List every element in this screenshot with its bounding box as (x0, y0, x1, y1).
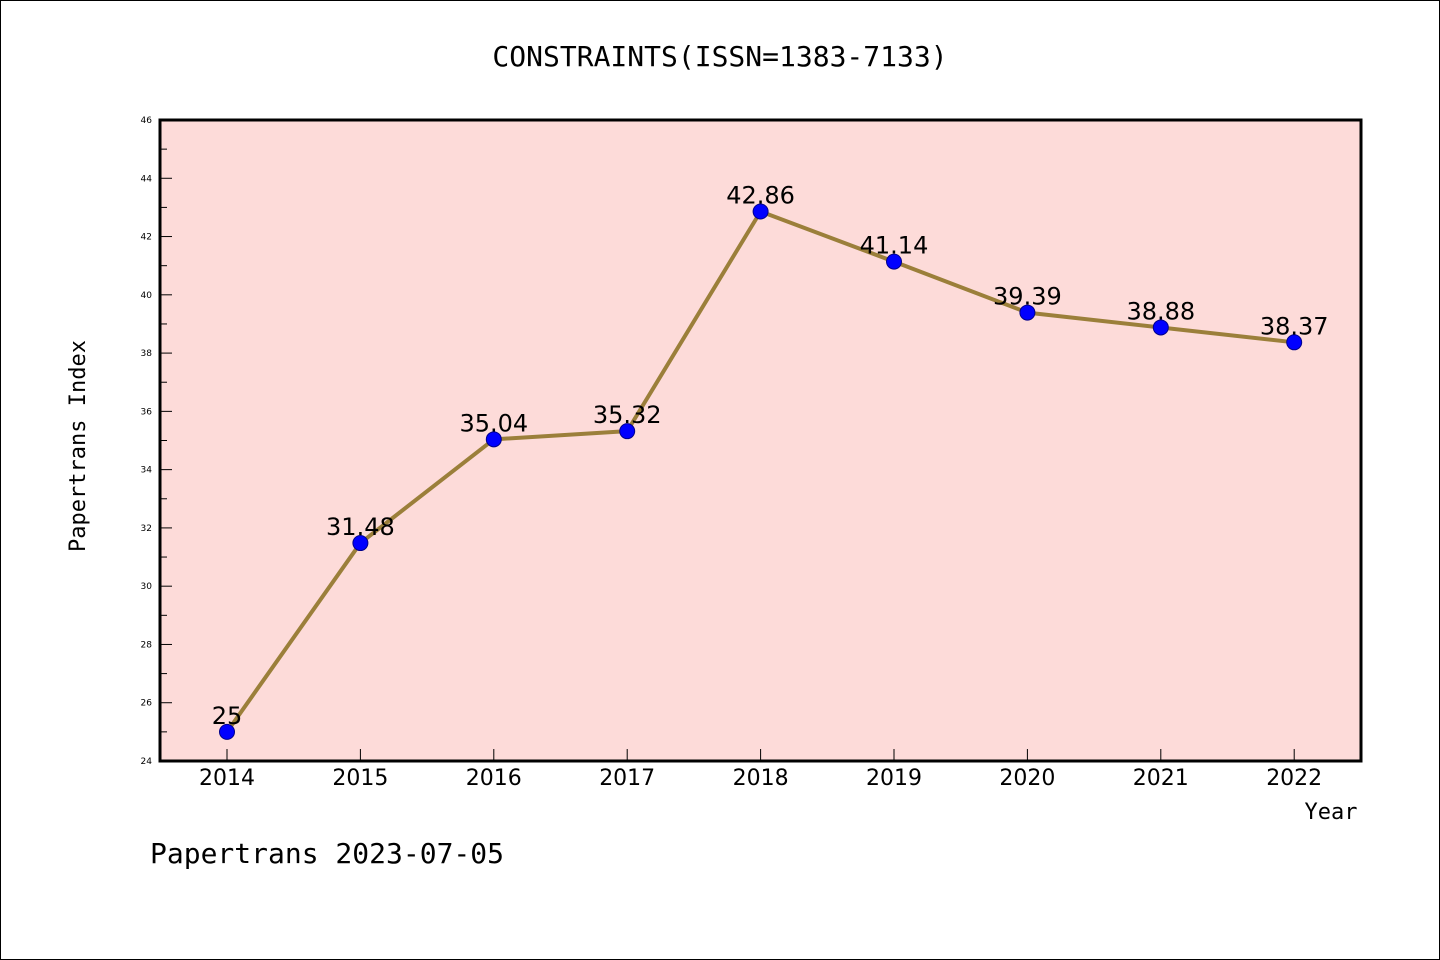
x-tick-label: 2022 (1266, 766, 1322, 791)
data-label: 35.32 (593, 401, 662, 429)
x-tick-label: 2014 (199, 766, 255, 791)
x-tick-label: 2016 (466, 766, 522, 791)
y-tick-label: 26 (141, 699, 153, 709)
chart-title: CONSTRAINTS(ISSN=1383-7133) (492, 40, 947, 73)
data-point (485, 431, 502, 448)
data-label: 39.39 (993, 283, 1062, 311)
x-tick-label: 2017 (599, 766, 655, 791)
data-labels: 25 31.48 35.04 35.32 42.86 41.14 39.39 38.88 38.… (212, 181, 1329, 729)
y-tick-label: 40 (141, 291, 153, 301)
y-tick-label: 28 (141, 640, 153, 650)
data-point (1286, 334, 1303, 351)
y-tick-label: 24 (141, 757, 153, 767)
data-label: 35.04 (459, 409, 528, 437)
y-tick-label: 36 (141, 407, 153, 417)
data-label: 41.14 (860, 232, 929, 260)
y-tick-label: 44 (141, 174, 153, 184)
data-point (1019, 304, 1036, 321)
y-tick-label: 34 (141, 466, 153, 476)
y-tick-label: 46 (141, 116, 153, 126)
x-tick-label: 2021 (1133, 766, 1189, 791)
y-tick-label: 38 (141, 349, 153, 359)
series-line-group (219, 203, 1303, 740)
data-label: 42.86 (726, 181, 795, 209)
data-label: 31.48 (326, 513, 395, 541)
x-tick-label: 2015 (332, 766, 388, 791)
footer-source-date: Papertrans 2023-07-05 (150, 837, 504, 870)
y-axis: 24 26 28 30 32 34 36 38 40 42 44 46 (141, 116, 172, 767)
data-label: 38.37 (1260, 312, 1329, 340)
plot-area (158, 118, 1363, 763)
data-point (752, 203, 769, 220)
y-tick-label: 42 (141, 233, 152, 243)
data-point (352, 535, 369, 552)
x-axis: 2014 2015 2016 2017 2018 2019 2020 2021 2022 (199, 749, 1322, 791)
x-tick-label: 2020 (999, 766, 1055, 791)
x-tick-label: 2019 (866, 766, 922, 791)
y-axis-title: Papertrans Index (66, 340, 91, 552)
data-label: 25 (212, 702, 243, 730)
x-axis-title: Year (1305, 800, 1358, 825)
data-point (886, 253, 902, 270)
data-point (219, 723, 235, 740)
y-tick-label: 32 (141, 524, 152, 534)
data-label: 38.88 (1126, 297, 1195, 325)
data-point (619, 423, 636, 440)
y-tick-label: 30 (141, 582, 153, 592)
data-point (1152, 319, 1169, 336)
x-tick-label: 2018 (733, 766, 789, 791)
